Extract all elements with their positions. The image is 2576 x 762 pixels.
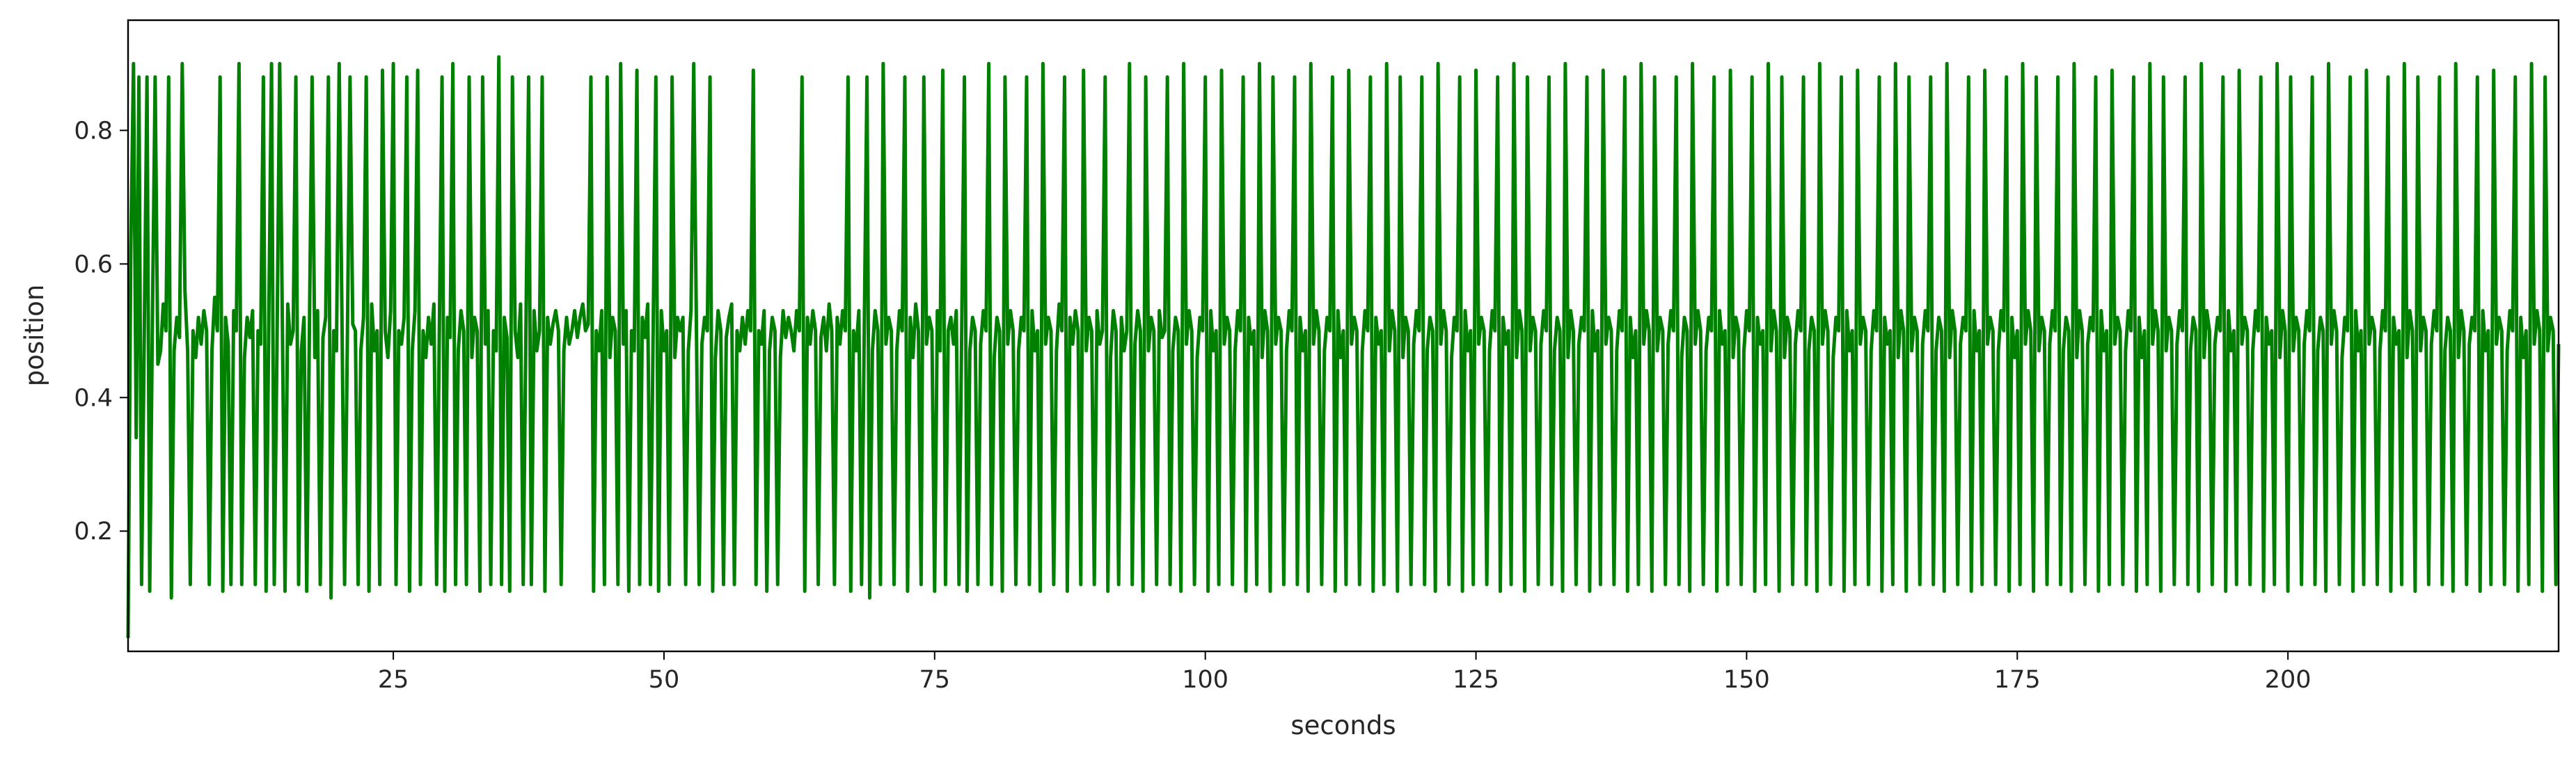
x-tick-label: 150 [1723,666,1770,694]
plot-area [126,55,2561,638]
axis-ticks: 25 50 75 100 125 150 175 200 0.2 0.4 0.6 0.8 [74,117,2311,694]
y-tick-label: 0.8 [74,117,113,145]
x-tick-label: 175 [1994,666,2041,694]
y-axis-label: position [19,285,49,387]
y-tick-label: 0.6 [74,251,113,278]
x-tick-label: 50 [649,666,680,694]
y-tick-label: 0.4 [74,384,113,412]
x-tick-label: 25 [378,666,409,694]
x-axis-label: seconds [1290,711,1396,740]
series-line-0 [126,55,2561,638]
x-tick-label: 200 [2265,666,2312,694]
y-tick-label: 0.2 [74,518,113,546]
x-tick-label: 125 [1453,666,1499,694]
x-tick-label: 100 [1182,666,1228,694]
axes-frame [127,19,2560,653]
x-tick-label: 75 [919,666,951,694]
